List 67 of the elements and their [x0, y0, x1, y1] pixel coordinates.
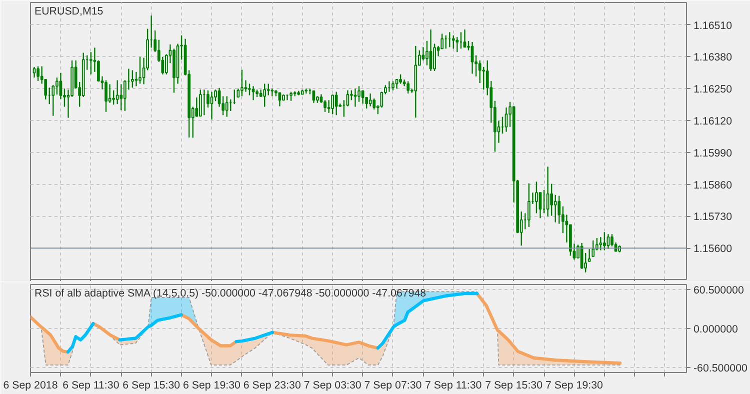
candlestick	[89, 51, 92, 75]
candlestick	[392, 80, 394, 91]
y-tick-label: 0.000000	[694, 324, 738, 336]
candlestick	[452, 34, 455, 50]
candlestick	[120, 84, 123, 111]
candlestick	[550, 183, 554, 216]
x-tick-label: 7 Sep 03:30	[304, 380, 362, 392]
candlestick	[36, 66, 40, 82]
candlestick	[104, 80, 108, 113]
candlestick	[266, 83, 270, 96]
x-tick-label: 7 Sep 15:30	[485, 380, 543, 392]
candlestick	[558, 195, 561, 224]
candlestick	[312, 90, 316, 104]
y-tick-label: 1.15730	[694, 211, 732, 224]
ref-line-label: 1.15600	[694, 243, 732, 256]
candlestick	[248, 83, 251, 96]
candlestick	[252, 86, 255, 101]
candlestick	[263, 83, 266, 108]
x-tick-label: 6 Sep 23:30	[243, 380, 301, 392]
candlestick	[426, 40, 428, 66]
candlestick	[138, 56, 142, 84]
candlestick	[134, 71, 138, 87]
x-tick-label: 7 Sep 11:30	[425, 380, 482, 392]
x-tick-label: 7 Sep 19:30	[545, 380, 604, 392]
candlestick	[331, 94, 334, 115]
candlestick	[399, 74, 402, 84]
candlestick	[270, 88, 274, 97]
y-tick-label: -60.500000	[694, 362, 748, 375]
chart-title: EURUSD,M15	[34, 6, 104, 18]
chart-title: RSI of alb adaptive SMA (14,5,0.5) -50.000000 -47.067948 -50.000000 -47.067948	[34, 288, 426, 300]
y-tick-label: 60.500000	[694, 284, 744, 296]
x-tick-label: 7 Sep 07:30	[364, 380, 422, 392]
candlestick	[592, 240, 595, 258]
candlestick	[372, 98, 376, 110]
candlestick	[527, 182, 530, 228]
candlestick	[108, 84, 112, 104]
y-tick-label: 1.15860	[694, 179, 732, 192]
candlestick	[290, 91, 292, 102]
y-tick-label: 1.16120	[694, 116, 732, 128]
candlestick	[244, 80, 248, 92]
candlestick	[368, 92, 372, 107]
y-tick-label: 1.16510	[694, 20, 732, 32]
candlestick	[463, 28, 466, 48]
candlestick	[198, 89, 202, 117]
candlestick	[406, 80, 410, 94]
candlestick	[52, 84, 55, 116]
candlestick	[195, 96, 198, 118]
candlestick	[225, 96, 228, 118]
candlestick	[131, 70, 134, 88]
x-tick-label: 6 Sep 11:30	[62, 380, 120, 392]
candlestick	[599, 236, 602, 251]
y-tick-label: 1.16380	[694, 52, 732, 64]
candlestick	[602, 232, 606, 251]
candlestick	[240, 69, 244, 97]
y-tick-label: 1.16250	[694, 84, 732, 96]
candlestick	[588, 248, 591, 262]
candlestick	[112, 90, 116, 106]
x-tick-label: 6 Sep 15:30	[122, 380, 180, 392]
candlestick	[354, 88, 357, 108]
candlestick	[504, 106, 508, 132]
candlestick	[456, 36, 459, 53]
candlestick	[334, 91, 338, 116]
candlestick	[554, 194, 557, 223]
y-tick-label: 1.15990	[694, 147, 732, 160]
x-tick-label: 6 Sep 2018	[3, 380, 58, 392]
x-tick-label: 6 Sep 19:30	[183, 380, 241, 392]
candlestick	[535, 181, 538, 214]
